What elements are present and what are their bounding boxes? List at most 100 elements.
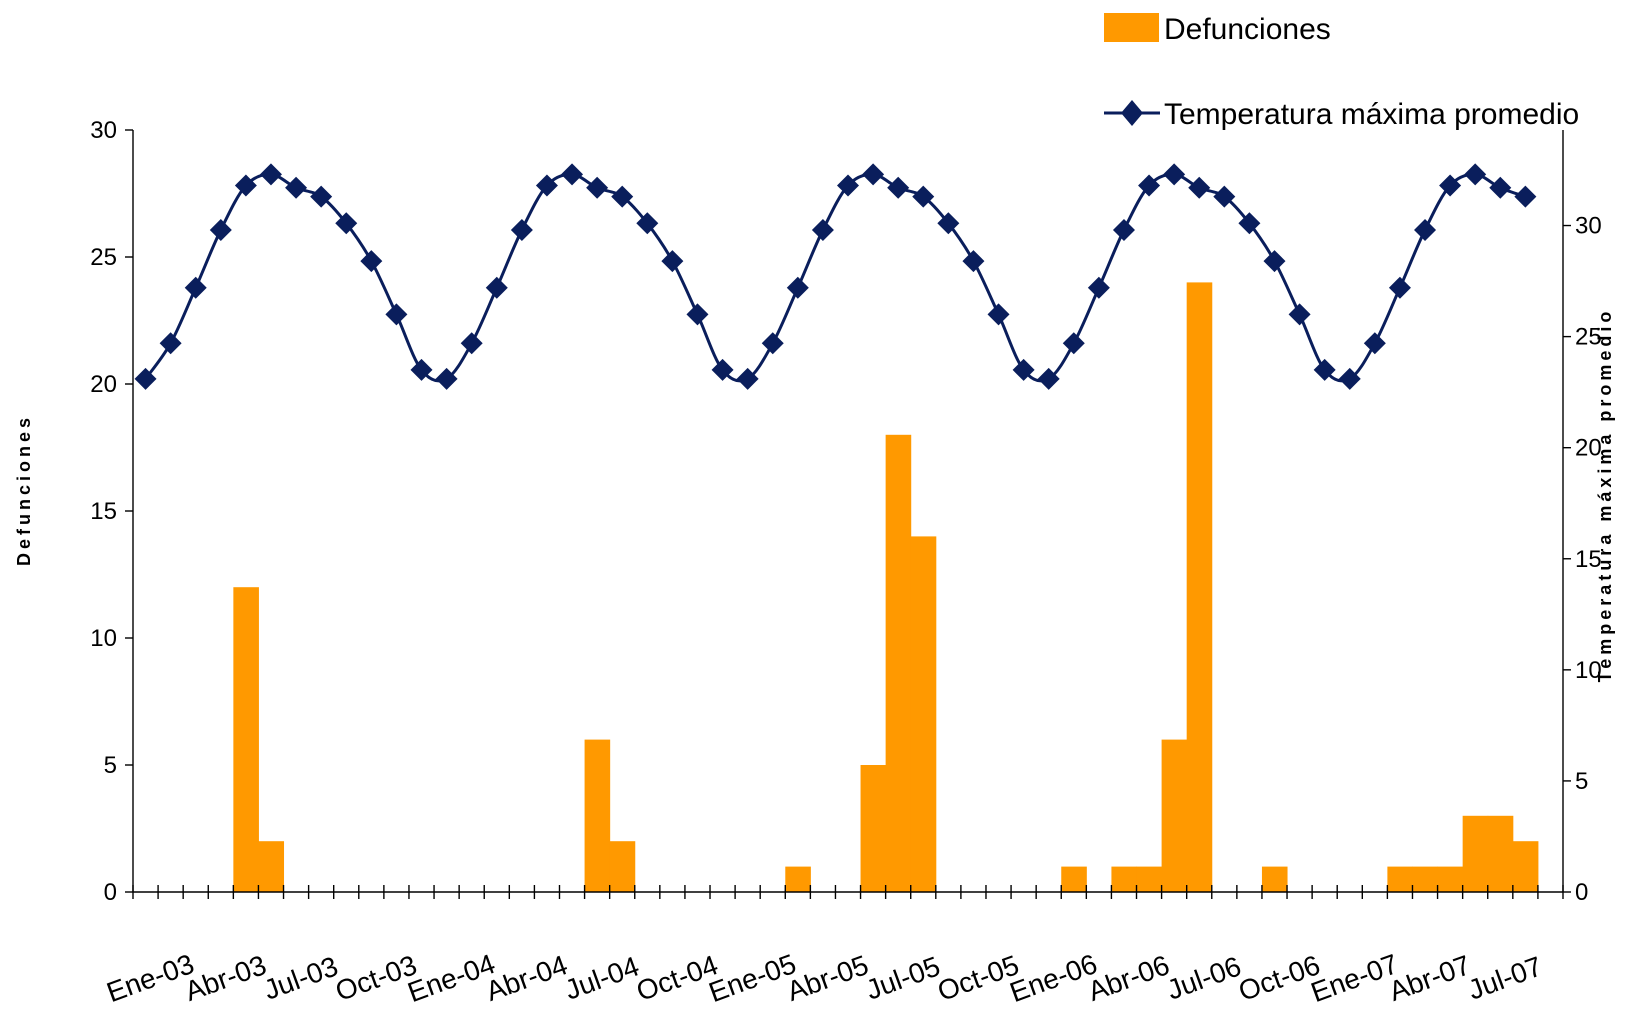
bar-defunciones (860, 765, 887, 892)
point-temperatura (184, 276, 207, 299)
point-temperatura (1188, 176, 1211, 199)
point-temperatura (711, 358, 734, 381)
bar-defunciones (233, 587, 259, 892)
point-temperatura (285, 176, 308, 199)
bar-defunciones (1161, 739, 1188, 892)
x-tick-label: Abr-03 (181, 949, 271, 1007)
x-tick-label: Jul-05 (862, 950, 944, 1005)
point-temperatura (912, 185, 935, 208)
point-temperatura (485, 276, 508, 299)
point-temperatura (887, 176, 910, 199)
y-right-tick-label: 15 (1575, 546, 1602, 573)
bar-defunciones (885, 434, 912, 892)
point-temperatura (535, 174, 558, 197)
point-temperatura (209, 218, 232, 241)
y-left-tick-label: 5 (104, 752, 117, 779)
point-temperatura (1037, 367, 1060, 390)
bar-defunciones (910, 536, 937, 892)
point-temperatura (1163, 163, 1186, 186)
bar-defunciones (1412, 866, 1439, 892)
x-tick-label: Abr-05 (783, 949, 873, 1007)
bar-defunciones (1437, 866, 1464, 892)
point-temperatura (1087, 276, 1110, 299)
point-temperatura (786, 276, 809, 299)
bar-defunciones (258, 841, 285, 892)
bar-defunciones (609, 841, 636, 892)
point-temperatura (1414, 218, 1437, 241)
ticks-layer: Ene-03Abr-03Jul-03Oct-03Ene-04Abr-04Jul-… (90, 117, 1601, 1008)
point-temperatura (1138, 174, 1161, 197)
y-right-tick-label: 10 (1575, 657, 1602, 684)
point-temperatura (435, 367, 458, 390)
point-temperatura (1288, 303, 1311, 326)
point-temperatura (837, 174, 859, 197)
bar-defunciones (1512, 841, 1539, 892)
point-temperatura (310, 185, 333, 208)
bar-defunciones (1136, 866, 1163, 892)
bar-defunciones (1061, 866, 1087, 892)
series-line-temperatura (144, 172, 1526, 383)
y-left-tick-label: 15 (90, 498, 117, 525)
bars-layer (233, 282, 1539, 892)
point-temperatura (561, 163, 584, 186)
point-temperatura (234, 174, 257, 197)
point-temperatura (360, 250, 383, 273)
point-temperatura (1213, 185, 1236, 208)
point-temperatura (987, 303, 1010, 326)
point-temperatura (1514, 185, 1537, 208)
legend-label-defunciones: Defunciones (1164, 13, 1331, 46)
bar-defunciones (1186, 282, 1213, 892)
point-temperatura (1363, 332, 1386, 355)
y-left-tick-label: 10 (90, 625, 117, 652)
point-temperatura (1388, 276, 1411, 299)
point-temperatura (1012, 358, 1035, 381)
point-temperatura (1313, 358, 1336, 381)
point-temperatura (862, 163, 885, 186)
y-axis-right-title: Temperatura máxima promedio (1595, 308, 1615, 683)
point-temperatura (510, 218, 533, 241)
point-temperatura (586, 176, 609, 199)
line-layer (134, 163, 1537, 390)
point-temperatura (761, 332, 784, 355)
point-temperatura (1112, 218, 1135, 241)
y-left-tick-label: 0 (104, 879, 117, 906)
x-tick-label: Abr-04 (482, 949, 572, 1007)
point-temperatura (686, 303, 709, 326)
axes-layer (132, 130, 1564, 893)
bar-defunciones (1261, 866, 1288, 892)
x-tick-label: Abr-07 (1385, 949, 1475, 1007)
x-tick-label: Jul-07 (1464, 950, 1546, 1005)
y-right-tick-label: 0 (1575, 879, 1588, 906)
bar-defunciones (1387, 866, 1413, 892)
x-tick-label: Jul-04 (561, 950, 643, 1005)
point-temperatura (385, 303, 408, 326)
point-temperatura (611, 185, 634, 208)
point-temperatura (460, 332, 483, 355)
y-right-tick-label: 25 (1575, 324, 1602, 351)
y-axis-left-title: Defunciones (14, 414, 34, 566)
point-temperatura (811, 218, 834, 241)
point-temperatura (636, 212, 659, 235)
bar-defunciones (1462, 815, 1489, 892)
point-temperatura (1439, 174, 1462, 197)
legend-label-temperatura: Temperatura máxima promedio (1164, 98, 1579, 131)
point-temperatura (937, 212, 960, 235)
x-tick-label: Abr-06 (1084, 949, 1174, 1007)
point-temperatura (1464, 163, 1487, 186)
y-right-tick-label: 5 (1575, 768, 1588, 795)
y-left-tick-label: 30 (90, 117, 117, 144)
point-temperatura (1338, 367, 1361, 390)
y-left-tick-label: 25 (90, 244, 117, 271)
legend: Defunciones Temperatura máxima promedio (1104, 13, 1579, 131)
point-temperatura (736, 367, 759, 390)
point-temperatura (335, 212, 358, 235)
point-temperatura (1263, 250, 1286, 273)
point-temperatura (962, 250, 985, 273)
bar-defunciones (584, 739, 611, 892)
x-tick-label: Jul-03 (260, 950, 342, 1005)
bar-defunciones (785, 866, 811, 892)
bar-defunciones (1111, 866, 1138, 892)
legend-marker-temperatura (1121, 100, 1143, 126)
legend-swatch-defunciones (1104, 13, 1159, 42)
